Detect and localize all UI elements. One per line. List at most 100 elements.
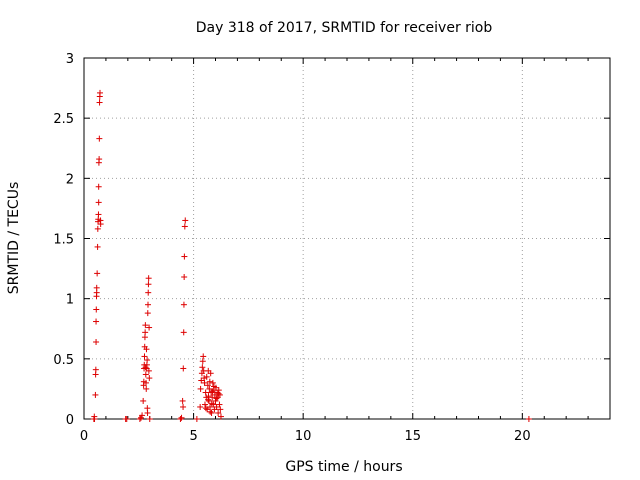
data-point xyxy=(199,364,206,371)
data-point xyxy=(144,301,151,308)
data-point xyxy=(178,414,185,421)
data-point xyxy=(180,403,187,410)
data-point xyxy=(200,353,207,360)
data-point xyxy=(180,301,187,308)
y-tick-label: 0.5 xyxy=(53,353,74,368)
x-tick-label: 15 xyxy=(404,429,421,444)
data-points xyxy=(90,89,532,422)
data-point xyxy=(202,405,209,412)
data-point xyxy=(144,409,151,416)
data-point xyxy=(136,416,143,422)
data-point xyxy=(181,223,188,230)
data-point xyxy=(140,397,147,404)
data-point xyxy=(146,324,153,331)
data-point xyxy=(144,310,151,317)
data-point xyxy=(180,329,187,336)
data-point xyxy=(97,221,104,228)
data-point xyxy=(205,396,212,403)
y-tick-label: 0 xyxy=(66,413,74,428)
data-point xyxy=(206,378,213,385)
data-point xyxy=(143,385,150,392)
data-point xyxy=(525,416,532,422)
data-point xyxy=(201,401,208,408)
data-point xyxy=(217,406,224,413)
data-point xyxy=(96,156,103,163)
data-point xyxy=(96,89,103,96)
data-point xyxy=(206,385,213,392)
data-point xyxy=(181,274,188,281)
data-point xyxy=(96,135,103,142)
data-point xyxy=(197,385,204,392)
data-point xyxy=(145,367,152,374)
data-point xyxy=(193,416,200,422)
data-point xyxy=(180,365,187,372)
axis-ticks: 0 5 10 15 20 0 0.5 1 1.5 2 2.5 3 xyxy=(53,52,610,444)
data-point xyxy=(94,243,101,250)
data-point xyxy=(92,366,99,373)
data-point xyxy=(209,379,216,386)
data-point xyxy=(208,409,215,416)
y-tick-label: 2.5 xyxy=(53,112,74,127)
data-point xyxy=(216,401,223,408)
data-point xyxy=(93,318,100,325)
data-point xyxy=(95,199,102,206)
data-point xyxy=(92,391,99,398)
data-point xyxy=(207,408,214,415)
data-point xyxy=(177,416,184,422)
data-point xyxy=(207,370,214,377)
data-point xyxy=(197,403,204,410)
data-point xyxy=(95,183,102,190)
data-point xyxy=(146,416,153,422)
chart-title: Day 318 of 2017, SRMTID for receiver rio… xyxy=(196,20,493,36)
data-point xyxy=(93,338,100,345)
data-point xyxy=(144,357,151,364)
data-point xyxy=(204,382,211,389)
data-point xyxy=(142,322,149,329)
data-point xyxy=(201,379,208,386)
data-point xyxy=(145,289,152,296)
x-axis-title: GPS time / hours xyxy=(285,459,402,475)
x-tick-label: 0 xyxy=(80,429,88,444)
data-point xyxy=(142,371,149,378)
data-point xyxy=(213,395,220,402)
data-point xyxy=(179,397,186,404)
y-tick-label: 3 xyxy=(66,52,74,67)
data-point xyxy=(91,416,98,422)
data-point xyxy=(216,391,223,398)
data-point xyxy=(217,413,224,420)
y-tick-label: 2 xyxy=(66,172,74,187)
grid xyxy=(84,58,610,419)
data-point xyxy=(146,375,153,382)
y-axis-title: SRMTID / TECUs xyxy=(6,182,22,295)
data-point xyxy=(141,353,148,360)
data-point xyxy=(139,412,146,419)
data-point xyxy=(215,390,222,397)
data-point xyxy=(94,225,101,232)
data-point xyxy=(182,217,189,224)
data-point xyxy=(210,383,217,390)
data-point xyxy=(95,211,102,218)
x-tick-label: 20 xyxy=(514,429,531,444)
x-tick-label: 5 xyxy=(189,429,197,444)
data-point xyxy=(143,379,150,386)
data-point xyxy=(143,346,150,353)
data-point xyxy=(215,409,222,416)
data-point xyxy=(94,270,101,277)
data-point xyxy=(93,284,100,291)
data-point xyxy=(203,373,210,380)
data-point xyxy=(145,281,152,288)
data-point xyxy=(145,275,152,282)
data-point xyxy=(93,306,100,313)
data-point xyxy=(202,389,209,396)
data-point xyxy=(181,253,188,260)
x-tick-label: 10 xyxy=(295,429,312,444)
y-tick-label: 1.5 xyxy=(53,233,74,248)
data-point xyxy=(142,329,149,336)
y-tick-label: 1 xyxy=(66,293,74,308)
data-point xyxy=(209,388,216,395)
data-point xyxy=(208,400,215,407)
data-point xyxy=(123,416,130,422)
data-point xyxy=(96,99,103,106)
